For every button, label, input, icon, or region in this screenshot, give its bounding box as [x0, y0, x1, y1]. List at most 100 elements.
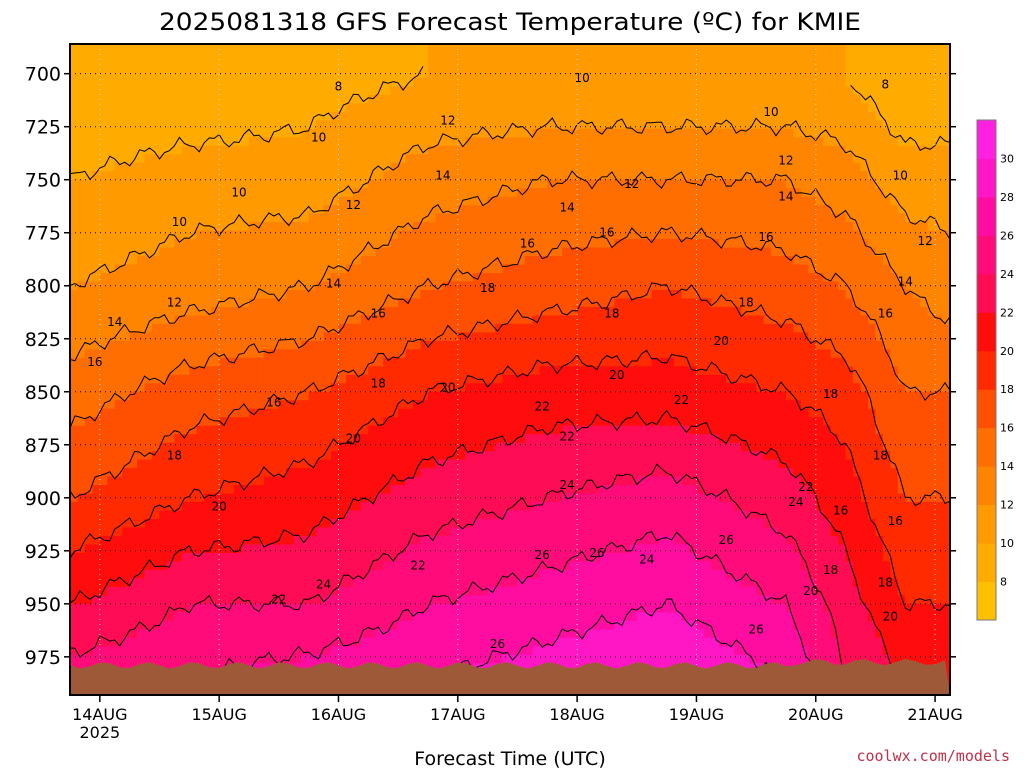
temperature-cell	[785, 128, 794, 189]
temperature-cell	[532, 502, 541, 579]
temperature-cell	[92, 349, 101, 418]
temperature-cell	[450, 213, 459, 283]
contour-label: 10	[231, 185, 246, 199]
temperature-cell	[778, 391, 787, 469]
temperature-cell	[278, 544, 287, 605]
temperature-cell	[420, 222, 429, 291]
temperature-cell	[897, 44, 906, 147]
temperature-cell	[577, 493, 586, 563]
temperature-cell	[577, 128, 586, 181]
temperature-cell	[204, 425, 213, 495]
x-tick-label: 14AUG	[72, 705, 127, 724]
contour-label: 24	[788, 495, 803, 509]
temperature-cell	[413, 298, 422, 350]
temperature-cell	[569, 247, 578, 317]
temperature-cell	[405, 349, 414, 410]
temperature-cell	[621, 552, 630, 622]
y-tick-label: 775	[25, 223, 61, 245]
temperature-cell	[547, 366, 556, 435]
temperature-cell	[666, 44, 675, 130]
temperature-cell	[226, 603, 235, 673]
temperature-cell	[539, 256, 548, 317]
temperature-cell	[219, 493, 228, 554]
temperature-cell	[204, 230, 213, 317]
temperature-cell	[592, 247, 601, 308]
isotherm-28	[427, 598, 787, 685]
temperature-cell	[420, 612, 429, 695]
temperature-cell	[413, 44, 422, 79]
temperature-cell	[92, 44, 101, 172]
temperature-cell	[472, 518, 481, 596]
temperature-cell	[323, 44, 332, 121]
temperature-cell	[554, 256, 563, 317]
temperature-cell	[70, 44, 79, 181]
temperature-cell	[398, 230, 407, 300]
temperature-cell	[137, 459, 146, 529]
temperature-cell	[338, 518, 347, 588]
temperature-cell	[137, 256, 146, 333]
temperature-cell	[547, 434, 556, 503]
temperature-cell	[644, 298, 653, 367]
temperature-cell	[472, 332, 481, 384]
temperature-cell	[114, 476, 123, 537]
temperature-cell	[808, 273, 817, 342]
temperature-cell	[77, 357, 86, 427]
temperature-cell	[129, 332, 138, 393]
temperature-cell	[800, 485, 809, 571]
y-tick-label: 825	[25, 329, 61, 351]
temperature-cell	[853, 383, 862, 478]
temperature-cell	[733, 383, 742, 444]
temperature-cell	[666, 476, 675, 537]
temperature-cell	[636, 476, 645, 546]
temperature-cell	[226, 493, 235, 554]
temperature-cell	[711, 493, 720, 571]
temperature-cell	[278, 137, 287, 223]
temperature-cell	[316, 527, 325, 605]
temperature-cell	[278, 349, 287, 401]
temperature-cell	[353, 578, 362, 647]
contour-label: 24	[639, 552, 654, 566]
temperature-cell	[92, 595, 101, 647]
temperature-cell	[793, 137, 802, 189]
temperature-cell	[606, 629, 616, 695]
temperature-cell	[152, 154, 161, 257]
temperature-cell	[778, 128, 787, 181]
temperature-cell	[353, 44, 362, 104]
temperature-cell	[442, 603, 451, 681]
temperature-cell	[524, 578, 533, 656]
temperature-cell	[703, 561, 712, 639]
temperature-cell	[733, 442, 742, 512]
temperature-cell	[219, 145, 228, 232]
contour-label: 26	[719, 533, 734, 547]
temperature-cell	[741, 510, 750, 588]
temperature-cell	[345, 510, 354, 588]
temperature-cell	[316, 459, 325, 529]
contour-label: 22	[410, 559, 425, 573]
temperature-cell	[778, 603, 787, 681]
temperature-cell	[323, 205, 332, 283]
temperature-cell	[457, 44, 466, 147]
contour-label: 12	[778, 154, 793, 168]
temperature-cell	[256, 485, 265, 546]
temperature-cell	[196, 552, 205, 605]
temperature-cell	[569, 366, 578, 427]
temperature-cell	[517, 264, 526, 325]
temperature-cell	[316, 391, 325, 461]
temperature-cell	[472, 383, 481, 452]
temperature-cell	[599, 629, 608, 695]
color-swatch	[977, 120, 996, 159]
temperature-cell	[405, 620, 414, 695]
temperature-cell	[293, 222, 302, 291]
temperature-cell	[144, 629, 153, 695]
temperature-cell	[502, 442, 511, 512]
temperature-cell	[644, 179, 653, 240]
x-tick-label: 20AUG	[788, 705, 843, 724]
chart-title: 2025081318 GFS Forecast Temperature (ºC)…	[159, 8, 861, 36]
temperature-cell	[114, 586, 123, 647]
temperature-cell	[800, 569, 809, 647]
temperature-cell	[800, 137, 809, 198]
temperature-cell	[853, 44, 862, 96]
temperature-cell	[510, 44, 519, 138]
temperature-cell	[718, 502, 727, 571]
temperature-cell	[584, 629, 593, 695]
